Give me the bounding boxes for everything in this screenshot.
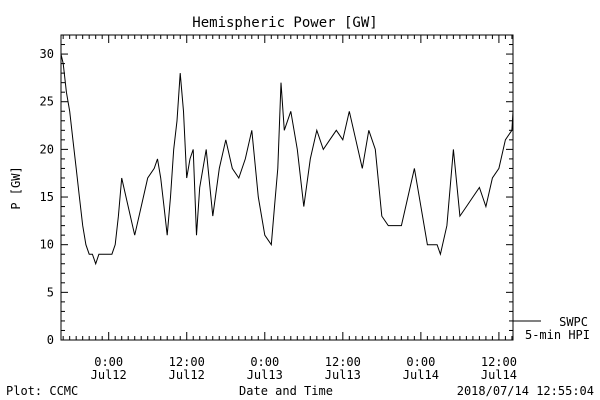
x-tick-date-label: Jul13 [247,368,283,382]
x-tick-date-label: Jul14 [403,368,439,382]
x-tick-time-label: 0:00 [94,355,123,369]
x-tick-date-label: Jul14 [481,368,517,382]
legend-description: 5-min HPI [525,328,590,342]
footer-timestamp: 2018/07/14 12:55:04 [457,384,594,398]
chart-title: Hemispheric Power [GW] [192,15,377,31]
x-tick-time-label: 0:00 [250,355,279,369]
y-axis-label: P [GW] [9,166,23,209]
hpi-series-line [60,53,514,266]
x-axis: 0:00Jul1212:00Jul120:00Jul1312:00Jul130:… [62,35,517,382]
x-tick-time-label: 12:00 [169,355,205,369]
footer-credit: Plot: CCMC [6,384,78,398]
x-tick-date-label: Jul12 [169,368,205,382]
x-tick-date-label: Jul13 [325,368,361,382]
x-tick-time-label: 12:00 [481,355,517,369]
legend: SWPC 5-min HPI [513,315,590,342]
plot-frame [60,34,514,341]
x-tick-time-label: 12:00 [325,355,361,369]
y-tick-label: 25 [40,95,54,109]
y-tick-label: 15 [40,190,54,204]
y-tick-label: 10 [40,238,54,252]
x-axis-label: Date and Time [239,384,333,398]
x-tick-date-label: Jul12 [91,368,127,382]
y-tick-label: 20 [40,142,54,156]
y-tick-label: 0 [47,333,54,347]
y-tick-label: 30 [40,47,54,61]
x-tick-time-label: 0:00 [406,355,435,369]
legend-source: SWPC [559,315,588,329]
y-axis: 0 5 10 15 20 25 30 [40,34,513,347]
y-tick-label: 5 [47,285,54,299]
